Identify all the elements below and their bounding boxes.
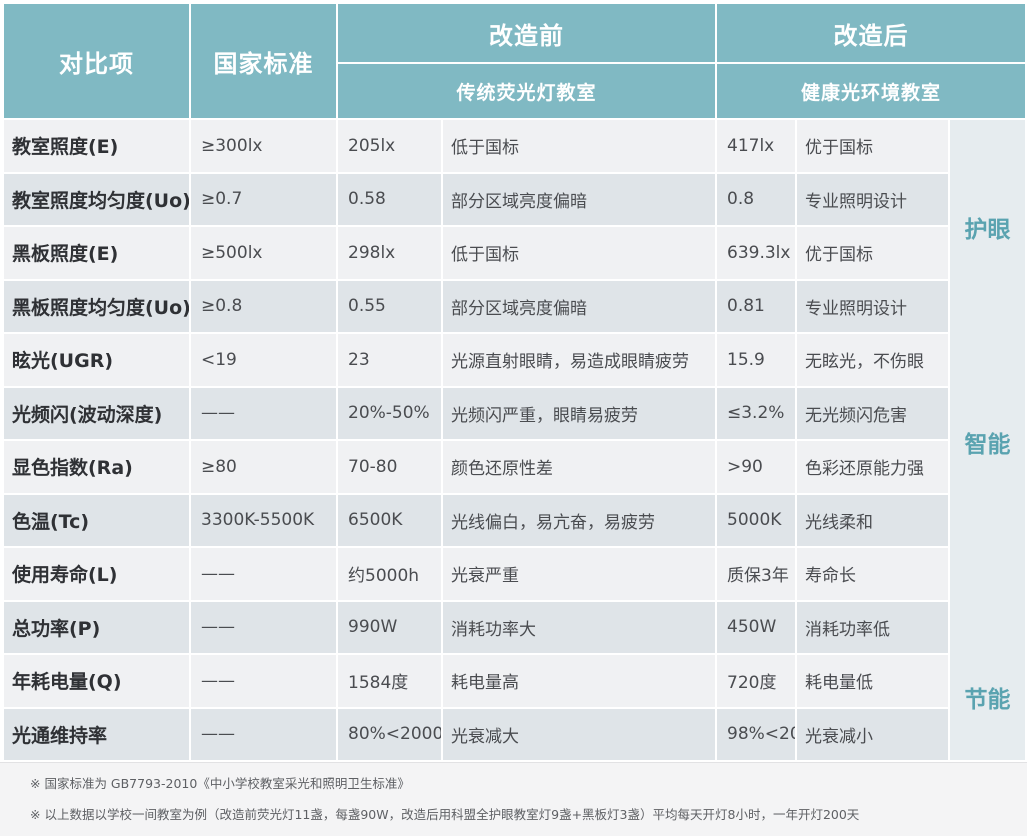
footnote-standard: ※ 国家标准为 GB7793-2010《中小学校教室采光和照明卫生标准》 [30,776,410,791]
row-before-value: 0.55 [338,280,441,332]
row-before-value: 0.58 [338,173,441,225]
row-standard: <19 [191,334,336,386]
row-before-desc: 光频闪严重，眼睛易疲劳 [443,387,715,439]
row-standard: —— [191,548,336,600]
row-before-value: 80%<2000h> [338,708,441,760]
row-after-desc: 专业照明设计 [797,280,948,332]
row-after-value: 417lx [717,120,795,172]
header-after: 改造后 [717,4,1026,62]
header-item: 对比项 [4,4,189,118]
row-item-label: 使用寿命(L) [4,548,189,600]
row-item-label: 光通维持率 [4,708,189,760]
row-before-desc: 耗电量高 [443,655,715,707]
category-label: 节能 [964,687,1011,713]
row-after-desc: 寿命长 [797,548,948,600]
row-before-desc: 颜色还原性差 [443,441,715,493]
row-standard: ≥80 [191,441,336,493]
row-item-label: 年耗电量(Q) [4,655,189,707]
row-after-desc: 无眩光，不伤眼 [797,334,948,386]
table-row: 使用寿命(L) —— 约5000h 光衰严重 质保3年 寿命长 [4,548,1025,600]
row-after-desc: 专业照明设计 [797,173,948,225]
row-standard: —— [191,708,336,760]
row-standard: ≥0.8 [191,280,336,332]
row-before-desc: 低于国标 [443,120,715,172]
row-item-label: 总功率(P) [4,601,189,653]
comparison-table: 对比项 国家标准 改造前 改造后 传统荧光灯教室 健康光环境教室 教室照度(E)… [2,2,1027,762]
row-item-label: 黑板照度(E) [4,227,189,279]
row-item-label: 眩光(UGR) [4,334,189,386]
row-standard: —— [191,601,336,653]
row-standard: —— [191,387,336,439]
row-before-value: 205lx [338,120,441,172]
row-before-value: 298lx [338,227,441,279]
row-after-desc: 耗电量低 [797,655,948,707]
header-standard: 国家标准 [191,4,336,118]
row-item-label: 黑板照度均匀度(Uo) [4,280,189,332]
row-item-label: 教室照度(E) [4,120,189,172]
row-before-desc: 部分区域亮度偏暗 [443,173,715,225]
row-item-label: 色温(Tc) [4,494,189,546]
row-standard: ≥300lx [191,120,336,172]
table-row: 教室照度均匀度(Uo) ≥0.7 0.58 部分区域亮度偏暗 0.8 专业照明设计 [4,173,1025,225]
category-label: 智能 [964,432,1011,458]
row-after-value: 5000K [717,494,795,546]
header-before: 改造前 [338,4,715,62]
row-before-desc: 光线偏白，易亢奋，易疲劳 [443,494,715,546]
row-item-label: 教室照度均匀度(Uo) [4,173,189,225]
table-row: 年耗电量(Q) —— 1584度 耗电量高 720度 耗电量低 [4,655,1025,707]
row-after-value: 720度 [717,655,795,707]
row-item-label: 显色指数(Ra) [4,441,189,493]
table-row: 色温(Tc) 3300K-5500K 6500K 光线偏白，易亢奋，易疲劳 5000K 光… [4,494,1025,546]
category-column: 护眼 智能 节能 [950,120,1026,760]
row-after-value: 0.8 [717,173,795,225]
row-after-value: 质保3年 [717,548,795,600]
row-after-desc: 无光频闪危害 [797,387,948,439]
header-after-sub: 健康光环境教室 [717,64,1026,118]
row-after-desc: 消耗功率低 [797,601,948,653]
row-after-value: 98%<2000h> [717,708,795,760]
row-after-desc: 色彩还原能力强 [797,441,948,493]
table-row: 显色指数(Ra) ≥80 70-80 颜色还原性差 >90 色彩还原能力强 [4,441,1025,493]
footnote-example: ※ 以上数据以学校一间教室为例（改造前荧光灯11盏，每盏90W，改造后用科盟全护… [30,807,860,822]
row-after-value: 450W [717,601,795,653]
row-standard: ≥0.7 [191,173,336,225]
row-before-value: 约5000h [338,548,441,600]
footnotes: ※ 国家标准为 GB7793-2010《中小学校教室采光和照明卫生标准》 ※ 以… [0,762,1027,836]
row-before-desc: 部分区域亮度偏暗 [443,280,715,332]
row-before-desc: 光衰减大 [443,708,715,760]
row-before-value: 23 [338,334,441,386]
row-after-desc: 光线柔和 [797,494,948,546]
table-row: 黑板照度均匀度(Uo) ≥0.8 0.55 部分区域亮度偏暗 0.81 专业照明设计 [4,280,1025,332]
row-standard: ≥500lx [191,227,336,279]
header-before-sub: 传统荧光灯教室 [338,64,715,118]
row-after-desc: 光衰减小 [797,708,948,760]
row-after-value: ≤3.2% [717,387,795,439]
row-after-value: 639.3lx [717,227,795,279]
row-after-desc: 优于国标 [797,227,948,279]
row-after-desc: 优于国标 [797,120,948,172]
row-after-value: 0.81 [717,280,795,332]
row-after-value: >90 [717,441,795,493]
row-before-desc: 光源直射眼睛，易造成眼睛疲劳 [443,334,715,386]
table-row: 黑板照度(E) ≥500lx 298lx 低于国标 639.3lx 优于国标 [4,227,1025,279]
row-before-value: 6500K [338,494,441,546]
row-before-desc: 低于国标 [443,227,715,279]
row-before-desc: 消耗功率大 [443,601,715,653]
row-before-desc: 光衰严重 [443,548,715,600]
table-row: 教室照度(E) ≥300lx 205lx 低于国标 417lx 优于国标 护眼 智能 节能 [4,120,1026,760]
table-row: 总功率(P) —— 990W 消耗功率大 450W 消耗功率低 [4,601,1025,653]
row-before-value: 990W [338,601,441,653]
row-standard: 3300K-5500K [191,494,336,546]
row-after-value: 15.9 [717,334,795,386]
row-before-value: 1584度 [338,655,441,707]
category-label: 护眼 [964,217,1011,243]
table-row: 光频闪(波动深度) —— 20%-50% 光频闪严重，眼睛易疲劳 ≤3.2% 无光频闪危害 [4,387,1025,439]
row-standard: —— [191,655,336,707]
row-before-value: 20%-50% [338,387,441,439]
row-before-value: 70-80 [338,441,441,493]
row-item-label: 光频闪(波动深度) [4,387,189,439]
table-row: 眩光(UGR) <19 23 光源直射眼睛，易造成眼睛疲劳 15.9 无眩光，不伤眼 [4,334,1025,386]
